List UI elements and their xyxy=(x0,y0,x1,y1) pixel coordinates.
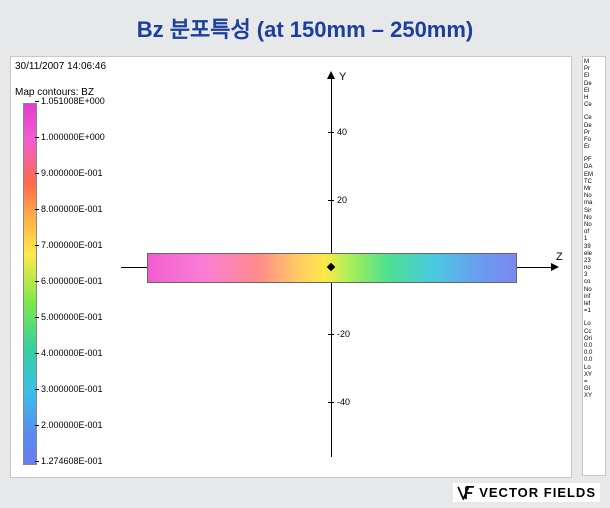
colorbar-tick-label: 8.000000E-001 xyxy=(41,204,103,214)
logo-text: VECTOR FIELDS xyxy=(479,485,596,500)
y-tick-label: 40 xyxy=(337,127,347,137)
vf-logo-icon xyxy=(457,486,475,500)
colorbar-labels: 1.051008E+0001.000000E+0009.000000E-0018… xyxy=(39,101,119,465)
y-tick-label: 20 xyxy=(337,195,347,205)
z-axis-label: Z xyxy=(556,251,563,263)
info-side-panel: MPrElDeElHCeCeDePrFoErPFDAEMTCMrNomaSirN… xyxy=(582,56,606,476)
colorbar-tick-label: 9.000000E-001 xyxy=(41,168,103,178)
colorbar-tick-label: 1.000000E+000 xyxy=(41,132,105,142)
colorbar-tick-label: 1.274608E-001 xyxy=(41,456,103,466)
chart-timestamp: 30/11/2007 14:06:46 xyxy=(15,61,106,72)
colorbar-tick-label: 1.051008E+000 xyxy=(41,96,105,106)
colorbar-tick-label: 6.000000E-001 xyxy=(41,276,103,286)
vector-fields-logo: VECTOR FIELDS xyxy=(453,483,600,502)
y-tick-label: -20 xyxy=(337,329,350,339)
chart-area: 30/11/2007 14:06:46 Map contours: BZ 1.0… xyxy=(10,56,572,478)
page-title: Bz 분포특성 (at 150mm – 250mm) xyxy=(0,12,610,44)
colorbar-tick-label: 4.000000E-001 xyxy=(41,348,103,358)
colorbar-tick-label: 3.000000E-001 xyxy=(41,384,103,394)
plot-region: YZ4020-20-40140260 xyxy=(121,67,566,467)
colorbar-tick-label: 5.000000E-001 xyxy=(41,312,103,322)
y-tick-label: -40 xyxy=(337,397,350,407)
colorbar-tick-label: 2.000000E-001 xyxy=(41,420,103,430)
colorbar xyxy=(23,103,37,465)
y-axis-label: Y xyxy=(339,71,346,83)
colorbar-tick-label: 7.000000E-001 xyxy=(41,240,103,250)
